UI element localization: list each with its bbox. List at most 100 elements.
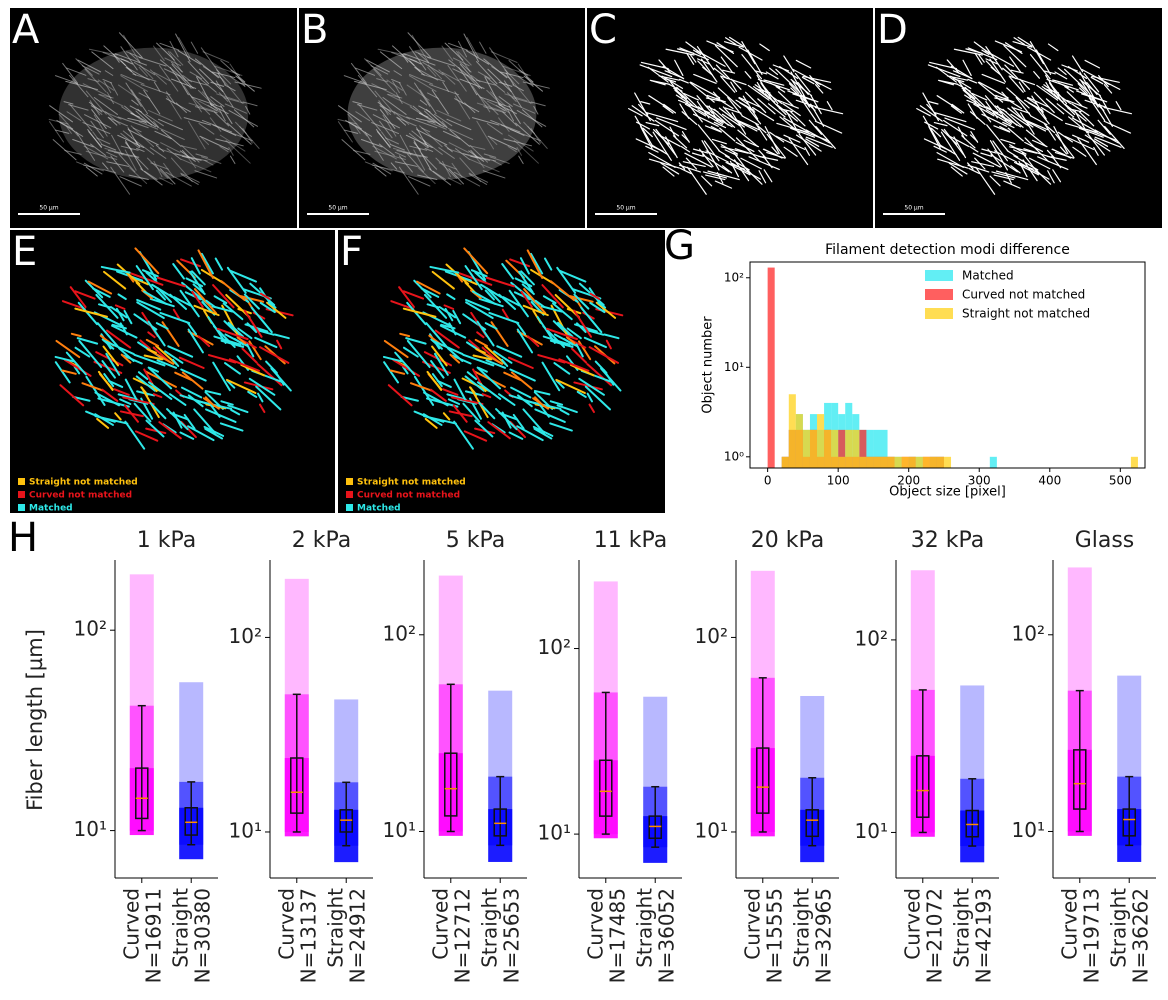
filament [438, 69, 456, 85]
filament [407, 32, 432, 59]
filament [1003, 180, 1021, 189]
filament [110, 82, 119, 96]
filament [213, 335, 242, 346]
filament [87, 129, 102, 148]
filament [573, 381, 603, 391]
filament [476, 366, 502, 390]
legend-swatch [346, 478, 353, 485]
filament [91, 51, 114, 70]
filament [191, 96, 223, 108]
filament [447, 398, 461, 405]
filament [792, 68, 821, 85]
y-tick-label: 10² [538, 635, 571, 659]
filament [754, 84, 783, 105]
filament [790, 78, 813, 97]
y-tick-label: 10² [724, 270, 744, 284]
histogram-bar [831, 429, 839, 468]
subplot-title: 2 kPa [292, 528, 352, 553]
filament [425, 322, 448, 348]
filament [758, 155, 779, 161]
x-tick-label: Straight [790, 888, 814, 968]
filament [950, 166, 963, 177]
filament [1115, 101, 1122, 111]
filament [118, 153, 136, 173]
filament [417, 52, 429, 63]
filament [684, 152, 713, 168]
filament [117, 293, 127, 301]
filament [588, 346, 620, 364]
filament [441, 45, 454, 62]
filament [763, 169, 773, 183]
filament [258, 403, 266, 414]
filament [797, 128, 830, 142]
filament [471, 290, 497, 305]
filament [212, 284, 235, 309]
filament [143, 354, 164, 361]
filament [922, 115, 942, 146]
filament [1040, 106, 1063, 122]
filament [177, 50, 201, 65]
y-tick-label: 10¹ [538, 821, 571, 845]
filament [101, 388, 119, 402]
filament [129, 105, 142, 113]
filament [933, 111, 967, 123]
legend-label: Curved not matched [962, 288, 1085, 302]
filament [737, 129, 759, 147]
filament [936, 95, 959, 110]
filament [464, 375, 485, 392]
filament [401, 365, 409, 375]
filament [994, 105, 1008, 113]
filament [758, 170, 767, 184]
filament [1046, 78, 1079, 91]
y-tick-label: 10² [855, 626, 888, 650]
filament [1097, 119, 1111, 135]
box [916, 755, 930, 818]
filament [267, 301, 277, 309]
filament [391, 78, 401, 84]
filament [387, 384, 413, 407]
filament [72, 139, 94, 148]
filament [426, 415, 445, 423]
filament [153, 71, 171, 82]
filament [239, 295, 265, 303]
filament [155, 289, 166, 301]
filament [476, 61, 498, 85]
filament [448, 322, 457, 336]
filament [449, 129, 471, 147]
filament [254, 336, 278, 349]
filament [503, 138, 533, 147]
filament [235, 75, 255, 92]
legend-label: Curved not matched [357, 491, 460, 501]
filament [270, 367, 292, 392]
filament [444, 42, 464, 61]
filament [146, 157, 169, 179]
filament [1015, 162, 1034, 170]
filament [463, 430, 488, 442]
filament [1079, 78, 1101, 97]
filament [204, 389, 222, 396]
filament [463, 247, 489, 275]
box [805, 809, 819, 838]
legend-swatch [346, 504, 353, 511]
filament [164, 350, 184, 364]
filament [993, 125, 1011, 133]
filament [194, 58, 219, 79]
filament [372, 114, 400, 129]
filament [757, 78, 791, 91]
filament [387, 93, 403, 99]
filament [971, 92, 988, 101]
filament [1054, 71, 1068, 80]
filament [408, 46, 427, 71]
filament [533, 427, 553, 440]
image-background [875, 8, 1162, 228]
filament [77, 59, 102, 73]
filament [207, 354, 237, 364]
filament [542, 335, 571, 346]
filament [946, 59, 960, 75]
filament [74, 307, 108, 318]
filament [90, 143, 107, 156]
filament [424, 417, 438, 429]
x-tick-label: 200 [897, 474, 920, 488]
filament [515, 321, 527, 336]
filament [216, 69, 232, 85]
